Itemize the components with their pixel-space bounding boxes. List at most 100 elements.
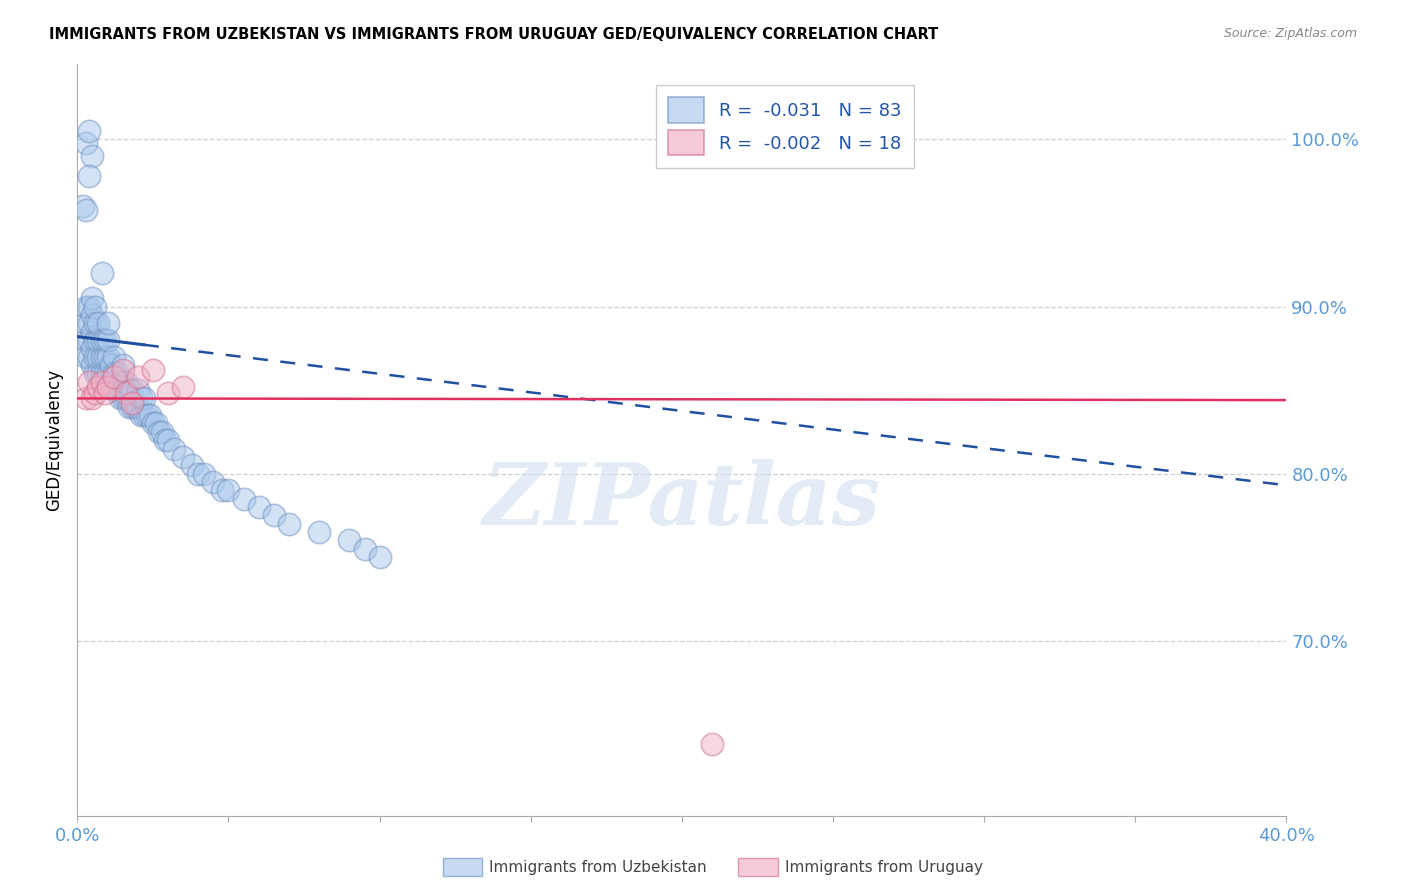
Point: [278, 516, 301, 531]
Point: [84, 300, 107, 314]
Point: [193, 467, 215, 481]
Point: [79, 375, 101, 389]
Point: [127, 383, 149, 397]
Point: [127, 369, 149, 384]
Point: [163, 442, 186, 456]
Point: [75, 202, 97, 217]
Point: [114, 392, 136, 406]
Point: [202, 475, 225, 489]
Text: IMMIGRANTS FROM UZBEKISTAN VS IMMIGRANTS FROM URUGUAY GED/EQUIVALENCY CORRELATIO: IMMIGRANTS FROM UZBEKISTAN VS IMMIGRANTS…: [49, 27, 938, 42]
Point: [368, 550, 391, 565]
Point: [211, 483, 233, 498]
Point: [82, 392, 104, 406]
Point: [90, 367, 112, 381]
Point: [82, 341, 104, 355]
Point: [75, 136, 97, 150]
Point: [108, 392, 131, 406]
Text: Immigrants from Uzbekistan: Immigrants from Uzbekistan: [489, 860, 707, 874]
Point: [90, 350, 112, 364]
Point: [82, 149, 104, 163]
Text: Source: ZipAtlas.com: Source: ZipAtlas.com: [1223, 27, 1357, 40]
Point: [153, 433, 176, 447]
Point: [84, 333, 107, 347]
Point: [172, 450, 194, 464]
Point: [90, 375, 112, 389]
Point: [232, 491, 254, 506]
Y-axis label: GED/Equivalency: GED/Equivalency: [45, 369, 63, 511]
Point: [121, 383, 143, 397]
Point: [90, 333, 112, 347]
Point: [84, 316, 107, 330]
Point: [82, 291, 104, 305]
Point: [145, 417, 167, 431]
Point: [87, 316, 110, 330]
Point: [353, 541, 375, 556]
Point: [93, 350, 115, 364]
Point: [132, 392, 155, 406]
Point: [75, 300, 97, 314]
Point: [124, 400, 146, 414]
Point: [93, 367, 115, 381]
Point: [100, 358, 122, 372]
Point: [111, 363, 134, 377]
Point: [100, 375, 122, 389]
Point: [103, 350, 125, 364]
Point: [87, 350, 110, 364]
Point: [82, 358, 104, 372]
Point: [118, 400, 141, 414]
Point: [87, 367, 110, 381]
Point: [111, 392, 134, 406]
Point: [172, 380, 194, 394]
Point: [114, 375, 136, 389]
Point: [84, 350, 107, 364]
Text: Immigrants from Uruguay: Immigrants from Uruguay: [785, 860, 983, 874]
Point: [187, 467, 209, 481]
Point: [79, 350, 101, 364]
Point: [135, 408, 157, 422]
Point: [118, 383, 141, 397]
Point: [79, 300, 101, 314]
Point: [132, 408, 155, 422]
Point: [75, 350, 97, 364]
Point: [96, 367, 118, 381]
Text: ZIPatlas: ZIPatlas: [482, 458, 882, 542]
Point: [308, 525, 330, 540]
Point: [75, 316, 97, 330]
Point: [142, 417, 165, 431]
Point: [84, 386, 107, 401]
Point: [75, 392, 97, 406]
Point: [96, 380, 118, 394]
Point: [157, 386, 180, 401]
Point: [792, 116, 814, 130]
Point: [129, 408, 152, 422]
Point: [121, 396, 143, 410]
Point: [103, 367, 125, 381]
Point: [79, 169, 101, 184]
Point: [72, 199, 94, 213]
Point: [150, 425, 173, 439]
Point: [142, 363, 165, 377]
Point: [93, 333, 115, 347]
Point: [157, 433, 180, 447]
Point: [337, 533, 360, 548]
Point: [82, 325, 104, 339]
Point: [247, 500, 270, 514]
Point: [87, 380, 110, 394]
Point: [90, 266, 112, 280]
Point: [105, 367, 128, 381]
Point: [111, 358, 134, 372]
Point: [129, 392, 152, 406]
Point: [139, 408, 162, 422]
Point: [82, 308, 104, 322]
Point: [111, 375, 134, 389]
Point: [127, 400, 149, 414]
Legend: R =  -0.031   N = 83, R =  -0.002   N = 18: R = -0.031 N = 83, R = -0.002 N = 18: [655, 85, 914, 168]
Point: [181, 458, 204, 473]
Point: [96, 333, 118, 347]
Point: [103, 383, 125, 397]
Point: [79, 333, 101, 347]
Point: [87, 333, 110, 347]
Point: [93, 386, 115, 401]
Point: [103, 369, 125, 384]
Point: [96, 350, 118, 364]
